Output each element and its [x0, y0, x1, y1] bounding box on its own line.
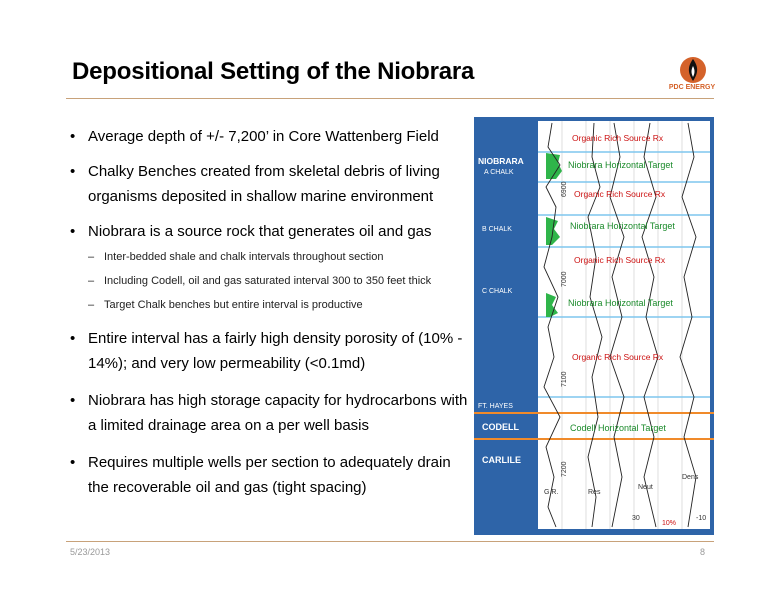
- sub-bullet-item: Including Codell, oil and gas saturated …: [70, 274, 470, 288]
- slide-title: Depositional Setting of the Niobrara: [72, 58, 475, 85]
- target-label: Niobrara Horizontal Target: [568, 298, 673, 308]
- bullet-item: Chalky Benches created from skeletal deb…: [70, 159, 470, 209]
- target-label: Niobrara Horizontal Target: [568, 160, 673, 170]
- formation-label: C CHALK: [482, 288, 513, 295]
- well-log-figure: NIOBRARA A CHALK B CHALK C CHALK FT. HAY…: [474, 117, 714, 535]
- scale-label: -10: [696, 515, 706, 522]
- source-rock-label: Organic Rich Source Rx: [574, 189, 666, 199]
- footer-date: 5/23/2013: [70, 547, 111, 557]
- sub-bullet-item: Inter-bedded shale and chalk intervals t…: [70, 250, 470, 264]
- bullet-item: Average depth of +/- 7,200’ in Core Watt…: [70, 124, 470, 149]
- source-rock-label: Organic Rich Source Rx: [572, 352, 664, 362]
- formation-label: CODELL: [482, 422, 520, 432]
- depth-label: 7200: [561, 461, 568, 477]
- page-number: 8: [700, 547, 706, 557]
- sub-bullet-item: Target Chalk benches but entire interval…: [70, 298, 470, 312]
- bullet-item: Entire interval has a fairly high densit…: [70, 326, 470, 376]
- logo-text: PDC ENERGY: [668, 84, 716, 91]
- curve-label: Res: [588, 489, 601, 496]
- formation-label: CARLILE: [482, 455, 521, 465]
- target-label: Niobrara Horizontal Target: [570, 221, 675, 231]
- depth-label: 7100: [561, 371, 568, 387]
- bullet-item: Niobrara has high storage capacity for h…: [70, 388, 470, 438]
- curve-label: Neut: [638, 484, 653, 491]
- formation-label: NIOBRARA: [478, 156, 524, 166]
- bullet-list: Average depth of +/- 7,200’ in Core Watt…: [70, 124, 470, 510]
- curve-label: G.R.: [544, 489, 558, 496]
- bullet-item: Niobrara is a source rock that generates…: [70, 219, 470, 244]
- formation-label: FT. HAYES: [478, 403, 513, 410]
- log-track-area: [538, 121, 710, 529]
- pdc-flame-logo-icon: [668, 54, 718, 96]
- formation-label: A CHALK: [484, 169, 514, 176]
- title-divider: [66, 98, 714, 99]
- source-rock-label: Organic Rich Source Rx: [574, 255, 666, 265]
- bullet-item: Requires multiple wells per section to a…: [70, 450, 470, 500]
- target-label: Codell Horizontal Target: [570, 423, 666, 433]
- depth-label: 6900: [561, 181, 568, 197]
- footer-divider: [66, 541, 714, 542]
- scale-label: 30: [632, 515, 640, 522]
- depth-label: 7000: [561, 271, 568, 287]
- curve-label: Dens: [682, 474, 699, 481]
- scale-label: 10%: [662, 520, 676, 527]
- source-rock-label: Organic Rich Source Rx: [572, 133, 664, 143]
- formation-label: B CHALK: [482, 226, 512, 233]
